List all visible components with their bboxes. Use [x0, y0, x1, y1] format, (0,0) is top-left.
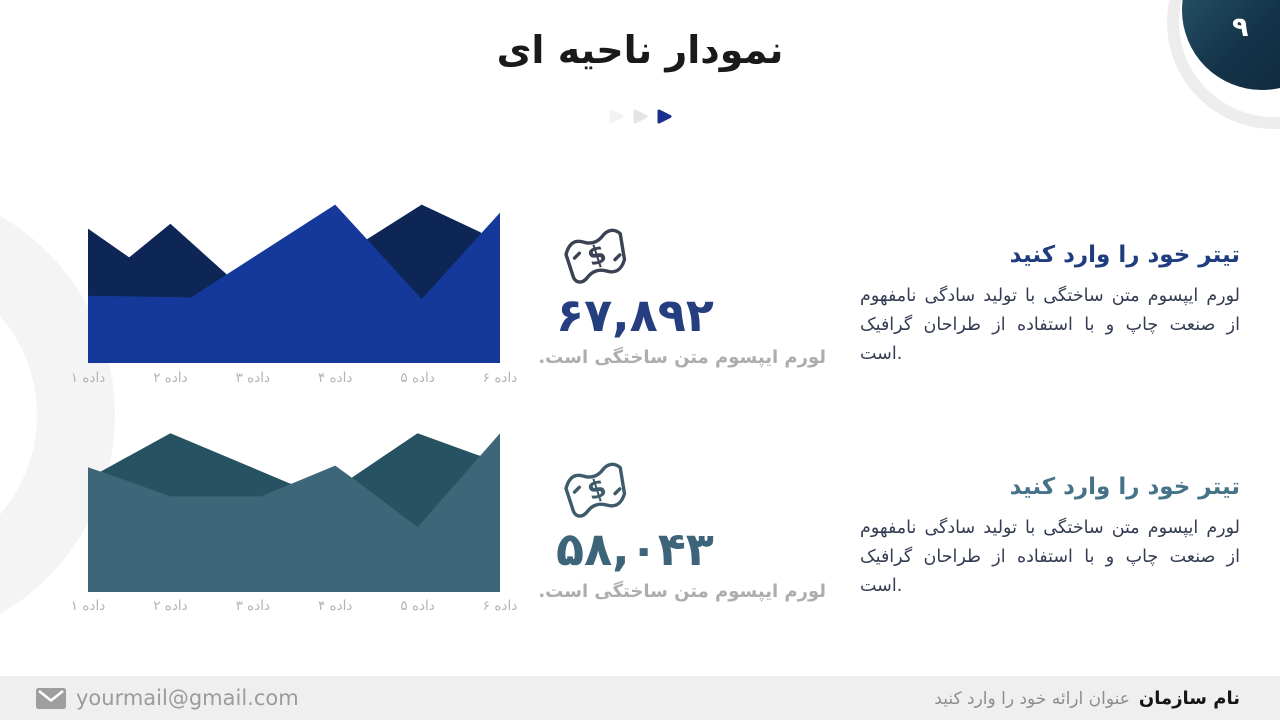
dollar-banknote-icon: $ [564, 228, 627, 284]
text-block-2: تیتر خود را وارد کنید لورم ایپسوم متن سا… [860, 474, 1240, 601]
stat-value: ۵۸,۰۴۳ [556, 522, 714, 576]
footer: yourmail@gmail.com نام سازمان عنوان ارائ… [0, 676, 1280, 720]
text-block-body: لورم ایپسوم متن ساختگی با تولید سادگی نا… [860, 518, 1240, 596]
x-axis-label: داده ۱ [70, 598, 106, 614]
stat-caption: لورم ایپسوم متن ساختگی است. [538, 346, 826, 368]
dollar-banknote-icon: $ [564, 462, 627, 518]
page-number: ۹ [1232, 12, 1249, 43]
stat-caption: لورم ایپسوم متن ساختگی است. [538, 580, 826, 602]
text-block-1: تیتر خود را وارد کنید لورم ایپسوم متن سا… [860, 242, 1240, 369]
x-axis-label: داده ۶ [482, 370, 518, 386]
slide-title: نمودار ناحیه ای [496, 28, 784, 72]
text-block-title: تیتر خود را وارد کنید [1009, 474, 1240, 500]
progress-dot [657, 109, 671, 124]
x-axis-chart-2: داده ۱ داده ۲ داده ۳ داده ۴ داده ۵ داده ۶ [71, 598, 517, 616]
x-axis-label: داده ۶ [482, 598, 518, 614]
stat-value: ۶۷,۸۹۲ [556, 288, 714, 342]
x-axis-label: داده ۳ [235, 598, 270, 614]
area-chart-1 [88, 204, 500, 363]
footer-titles: نام سازمان عنوان ارائه خود را وارد کنید [934, 688, 1280, 709]
x-axis-label: داده ۲ [153, 598, 188, 614]
footer-email: yourmail@gmail.com [76, 686, 299, 710]
progress-dot [609, 109, 623, 124]
area-front-series [88, 204, 500, 363]
x-axis-label: داده ۵ [400, 598, 435, 614]
organization-name: نام سازمان [1138, 687, 1240, 709]
x-axis-label: داده ۲ [153, 370, 188, 386]
stat-block-1: $ ۶۷,۸۹۲ لورم ایپسوم متن ساختگی است. [538, 226, 826, 368]
svg-text:$: $ [584, 473, 610, 507]
area-chart-2 [88, 433, 500, 592]
stat-block-2: $ ۵۸,۰۴۳ لورم ایپسوم متن ساختگی است. [538, 460, 826, 602]
x-axis-chart-1: داده ۱ داده ۲ داده ۳ داده ۴ داده ۵ داده ۶ [71, 370, 517, 388]
x-axis-label: داده ۴ [317, 370, 353, 386]
svg-text:$: $ [584, 239, 610, 273]
x-axis-label: داده ۱ [70, 370, 106, 386]
text-block-title: تیتر خود را وارد کنید [1009, 242, 1240, 268]
presentation-title: عنوان ارائه خود را وارد کنید [934, 688, 1130, 709]
x-axis-label: داده ۵ [400, 370, 435, 386]
text-block-body: لورم ایپسوم متن ساختگی با تولید سادگی نا… [860, 286, 1240, 364]
area-front-series [88, 433, 500, 592]
envelope-icon [36, 687, 66, 709]
footer-contact: yourmail@gmail.com [0, 686, 299, 711]
progress-dot [633, 109, 647, 124]
x-axis-label: داده ۴ [317, 598, 353, 614]
x-axis-label: داده ۳ [235, 370, 270, 386]
progress-dots [0, 108, 1280, 125]
